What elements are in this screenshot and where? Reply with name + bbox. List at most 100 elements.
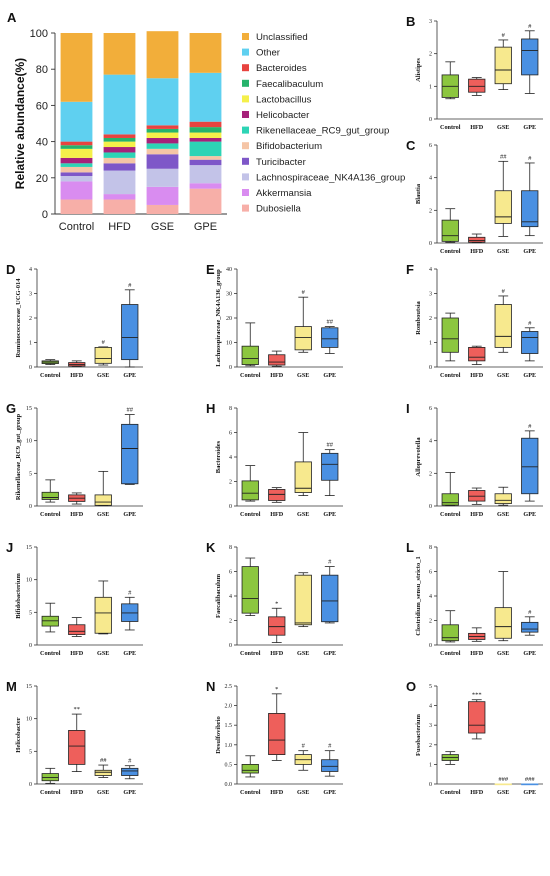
y-tick-label: 2 [229,619,232,625]
bar-segment [146,148,179,155]
x-tick-label: GSE [497,248,509,255]
y-tick-label: 4 [429,267,432,273]
x-tick-label: HFD [470,124,484,131]
y-axis-title: Bifidobacterium [15,573,22,619]
y-tick-label: 0 [429,504,432,510]
y-axis-title: Alloprevotella [415,437,422,477]
box-body [521,437,539,495]
panel-K: K 0 2 4 6 8 Faecalibaculum Control * HFD GSE # GPE [206,540,343,657]
y-tick-label: 10 [26,717,32,723]
y-axis-title: Relative abundance(%) [13,58,27,189]
x-tick-label: GSE [297,650,309,657]
panel-E: E 0 10 20 30 40 Lachnospiraceae_NK4A136_group C… [206,262,343,379]
panel-C: C 0 2 4 6 Blautia Control HFD ## GSE # GPE [406,138,543,255]
y-tick-label: 0 [29,504,32,510]
significance-label: ## [100,757,107,764]
legend-label: Rikenellaceae_RC9_gut_group [256,126,389,137]
x-tick-label: Control [240,372,261,379]
box-body [94,494,112,506]
bar-segment [103,137,136,142]
y-tick-label: 0 [29,643,32,649]
y-tick-label: 2 [429,316,432,322]
y-tick-label: 60 [36,100,48,112]
panel-letter-B: B [406,14,415,29]
legend-label: Lachnospiraceae_NK4A136_group [256,172,405,183]
x-tick-label: GSE [297,372,309,379]
significance-label: # [128,589,132,596]
y-tick-label: 0 [429,643,432,649]
x-tick-label: Control [240,650,261,657]
y-tick-label: 1.0 [225,743,233,749]
x-tick-label: GPE [194,221,217,233]
bar-segment [146,186,179,205]
box-body [521,38,539,76]
y-tick-label: 0 [429,241,432,247]
y-tick-label: 8 [229,406,232,412]
panel-letter-N: N [206,679,215,694]
legend-swatch [242,64,249,72]
bar-segment [60,157,93,164]
panel-B: B 0 1 2 3 Alistipes Control HFD # GSE # GPE [406,14,543,131]
x-tick-label: GSE [297,511,309,518]
y-tick-label: 0 [29,365,32,371]
panel-letter-L: L [406,540,414,555]
x-tick-label: Control [440,124,461,131]
x-tick-label: Control [440,372,461,379]
bar-segment [60,33,93,102]
box-body [321,452,339,481]
y-axis-title: Clostridium_sensu_stricto_1 [415,556,422,635]
legend-swatch [242,189,249,196]
bar-segment [60,145,93,149]
x-tick-label: Control [40,650,61,657]
legend-label: Akkermansia [256,188,312,199]
x-tick-label: HFD [270,789,284,796]
x-tick-label: Control [440,248,461,255]
legend-label: Unclassified [256,32,308,43]
y-tick-label: 1 [29,341,32,347]
bar-segment [60,172,93,176]
y-tick-label: 5 [29,610,32,616]
y-tick-label: 100 [30,28,48,40]
bar-segment [103,199,136,214]
y-axis-title: Rikenellaceae_RC9_gut_group [15,414,22,501]
panel-A: A 0 20 40 60 80 100 Relative abundance(%) Contro… [7,10,405,233]
panel-letter-I: I [406,401,410,416]
x-tick-label: HFD [470,372,484,379]
y-axis-title: Faecalibaculum [215,573,222,618]
x-tick-label: GSE [297,789,309,796]
y-tick-label: 20 [226,316,232,322]
x-tick-label: HFD [70,372,84,379]
box-body [494,304,512,348]
y-tick-label: 2 [429,619,432,625]
x-tick-label: GSE [97,372,109,379]
panel-letter-F: F [406,262,414,277]
x-tick-label: GPE [523,511,536,518]
y-axis-title: Helicobacter [15,717,22,752]
y-axis-title: Ruminococcaceae_UCG-014 [15,278,22,358]
panel-letter-G: G [6,401,16,416]
x-tick-label: GPE [123,372,136,379]
x-tick-label: GPE [523,248,536,255]
box-body [468,78,486,93]
x-tick-label: HFD [70,650,84,657]
x-tick-label: GPE [523,124,536,131]
bar-segment [189,165,222,184]
x-tick-label: Control [440,650,461,657]
bar-segment [146,132,179,138]
legend-swatch [242,157,249,165]
y-tick-label: 4 [429,176,432,182]
y-axis-title: Romboutsia [415,300,422,334]
y-tick-label: 2.5 [225,684,233,690]
box-body [521,331,539,354]
bar-segment [60,101,93,142]
legend-label: Helicobacter [256,110,310,121]
y-tick-label: 4 [429,439,432,445]
box-body [494,607,512,639]
box-body [241,480,259,501]
x-tick-label: GPE [323,511,336,518]
significance-label: # [528,155,532,162]
panel-letter-O: O [406,679,416,694]
panel-M: M 0 5 10 15 Helicobacter Control ** HFD ## GSE # GPE [6,679,143,796]
y-tick-label: 0 [429,365,432,371]
